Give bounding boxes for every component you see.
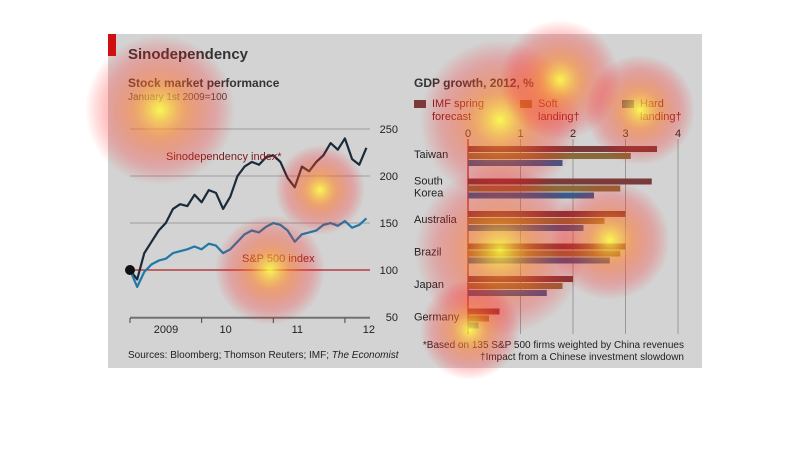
x-tick-label: 11 (292, 324, 303, 336)
legend-swatch (414, 100, 426, 108)
sp500-label: S&P 500 index (242, 253, 315, 265)
bar (468, 153, 631, 159)
bar (468, 243, 626, 250)
start-point-marker (125, 265, 135, 275)
legend-swatch (622, 100, 634, 108)
x-tick-label: 3 (622, 128, 628, 140)
category-label: Australia (414, 214, 458, 226)
legend-swatch (520, 100, 532, 108)
y-tick-label: 200 (380, 171, 398, 183)
bar (468, 250, 621, 257)
y-tick-label: 100 (380, 265, 398, 277)
bar (468, 257, 610, 264)
x-tick-label: 2009 (154, 324, 178, 336)
chart-figure: Sinodependency Stock market performance … (108, 34, 702, 368)
bar (468, 225, 584, 231)
bar (468, 146, 657, 152)
x-tick-label: 1 (517, 128, 523, 140)
x-tick-label: 4 (675, 128, 681, 140)
sinodependency-label: Sinodependency index* (166, 151, 282, 163)
bar (468, 276, 573, 282)
x-tick-label: 2 (570, 128, 576, 140)
bar (468, 283, 563, 289)
legend-label: forecast (432, 111, 471, 123)
x-tick-label: 0 (465, 128, 471, 140)
y-tick-label: 150 (380, 218, 398, 230)
category-label: Korea (414, 188, 444, 200)
note-dagger: †Impact from a Chinese investment slowdo… (480, 352, 684, 363)
category-label: Brazil (414, 247, 442, 259)
bar (468, 290, 547, 296)
category-label: Japan (414, 279, 444, 291)
bar (468, 322, 479, 329)
bar (468, 185, 621, 192)
bar (468, 160, 563, 166)
note-star: *Based on 135 S&P 500 firms weighted by … (422, 340, 684, 351)
category-label: Taiwan (414, 149, 448, 161)
bar (468, 192, 594, 199)
bar (468, 178, 652, 185)
sources-footnote: Sources: Bloomberg; Thomson Reuters; IMF… (128, 350, 399, 361)
legend-label: landing† (640, 111, 682, 123)
bar (468, 315, 489, 322)
category-label: Germany (414, 312, 460, 324)
legend-label: landing† (538, 111, 580, 123)
x-tick-label: 10 (220, 324, 232, 336)
sources-text: Sources: Bloomberg; Thomson Reuters; IMF… (128, 350, 332, 361)
x-tick-label: 12 (363, 324, 375, 336)
bar (468, 308, 500, 315)
sources-italic: The Economist (331, 350, 399, 361)
bar (468, 211, 626, 217)
bar (468, 218, 605, 224)
y-tick-label: 50 (386, 312, 398, 324)
category-label: South (414, 176, 443, 188)
legend-label: Soft (538, 98, 558, 110)
y-tick-label: 250 (380, 124, 398, 136)
legend-label: IMF spring (432, 98, 484, 110)
legend-label: Hard (640, 98, 664, 110)
